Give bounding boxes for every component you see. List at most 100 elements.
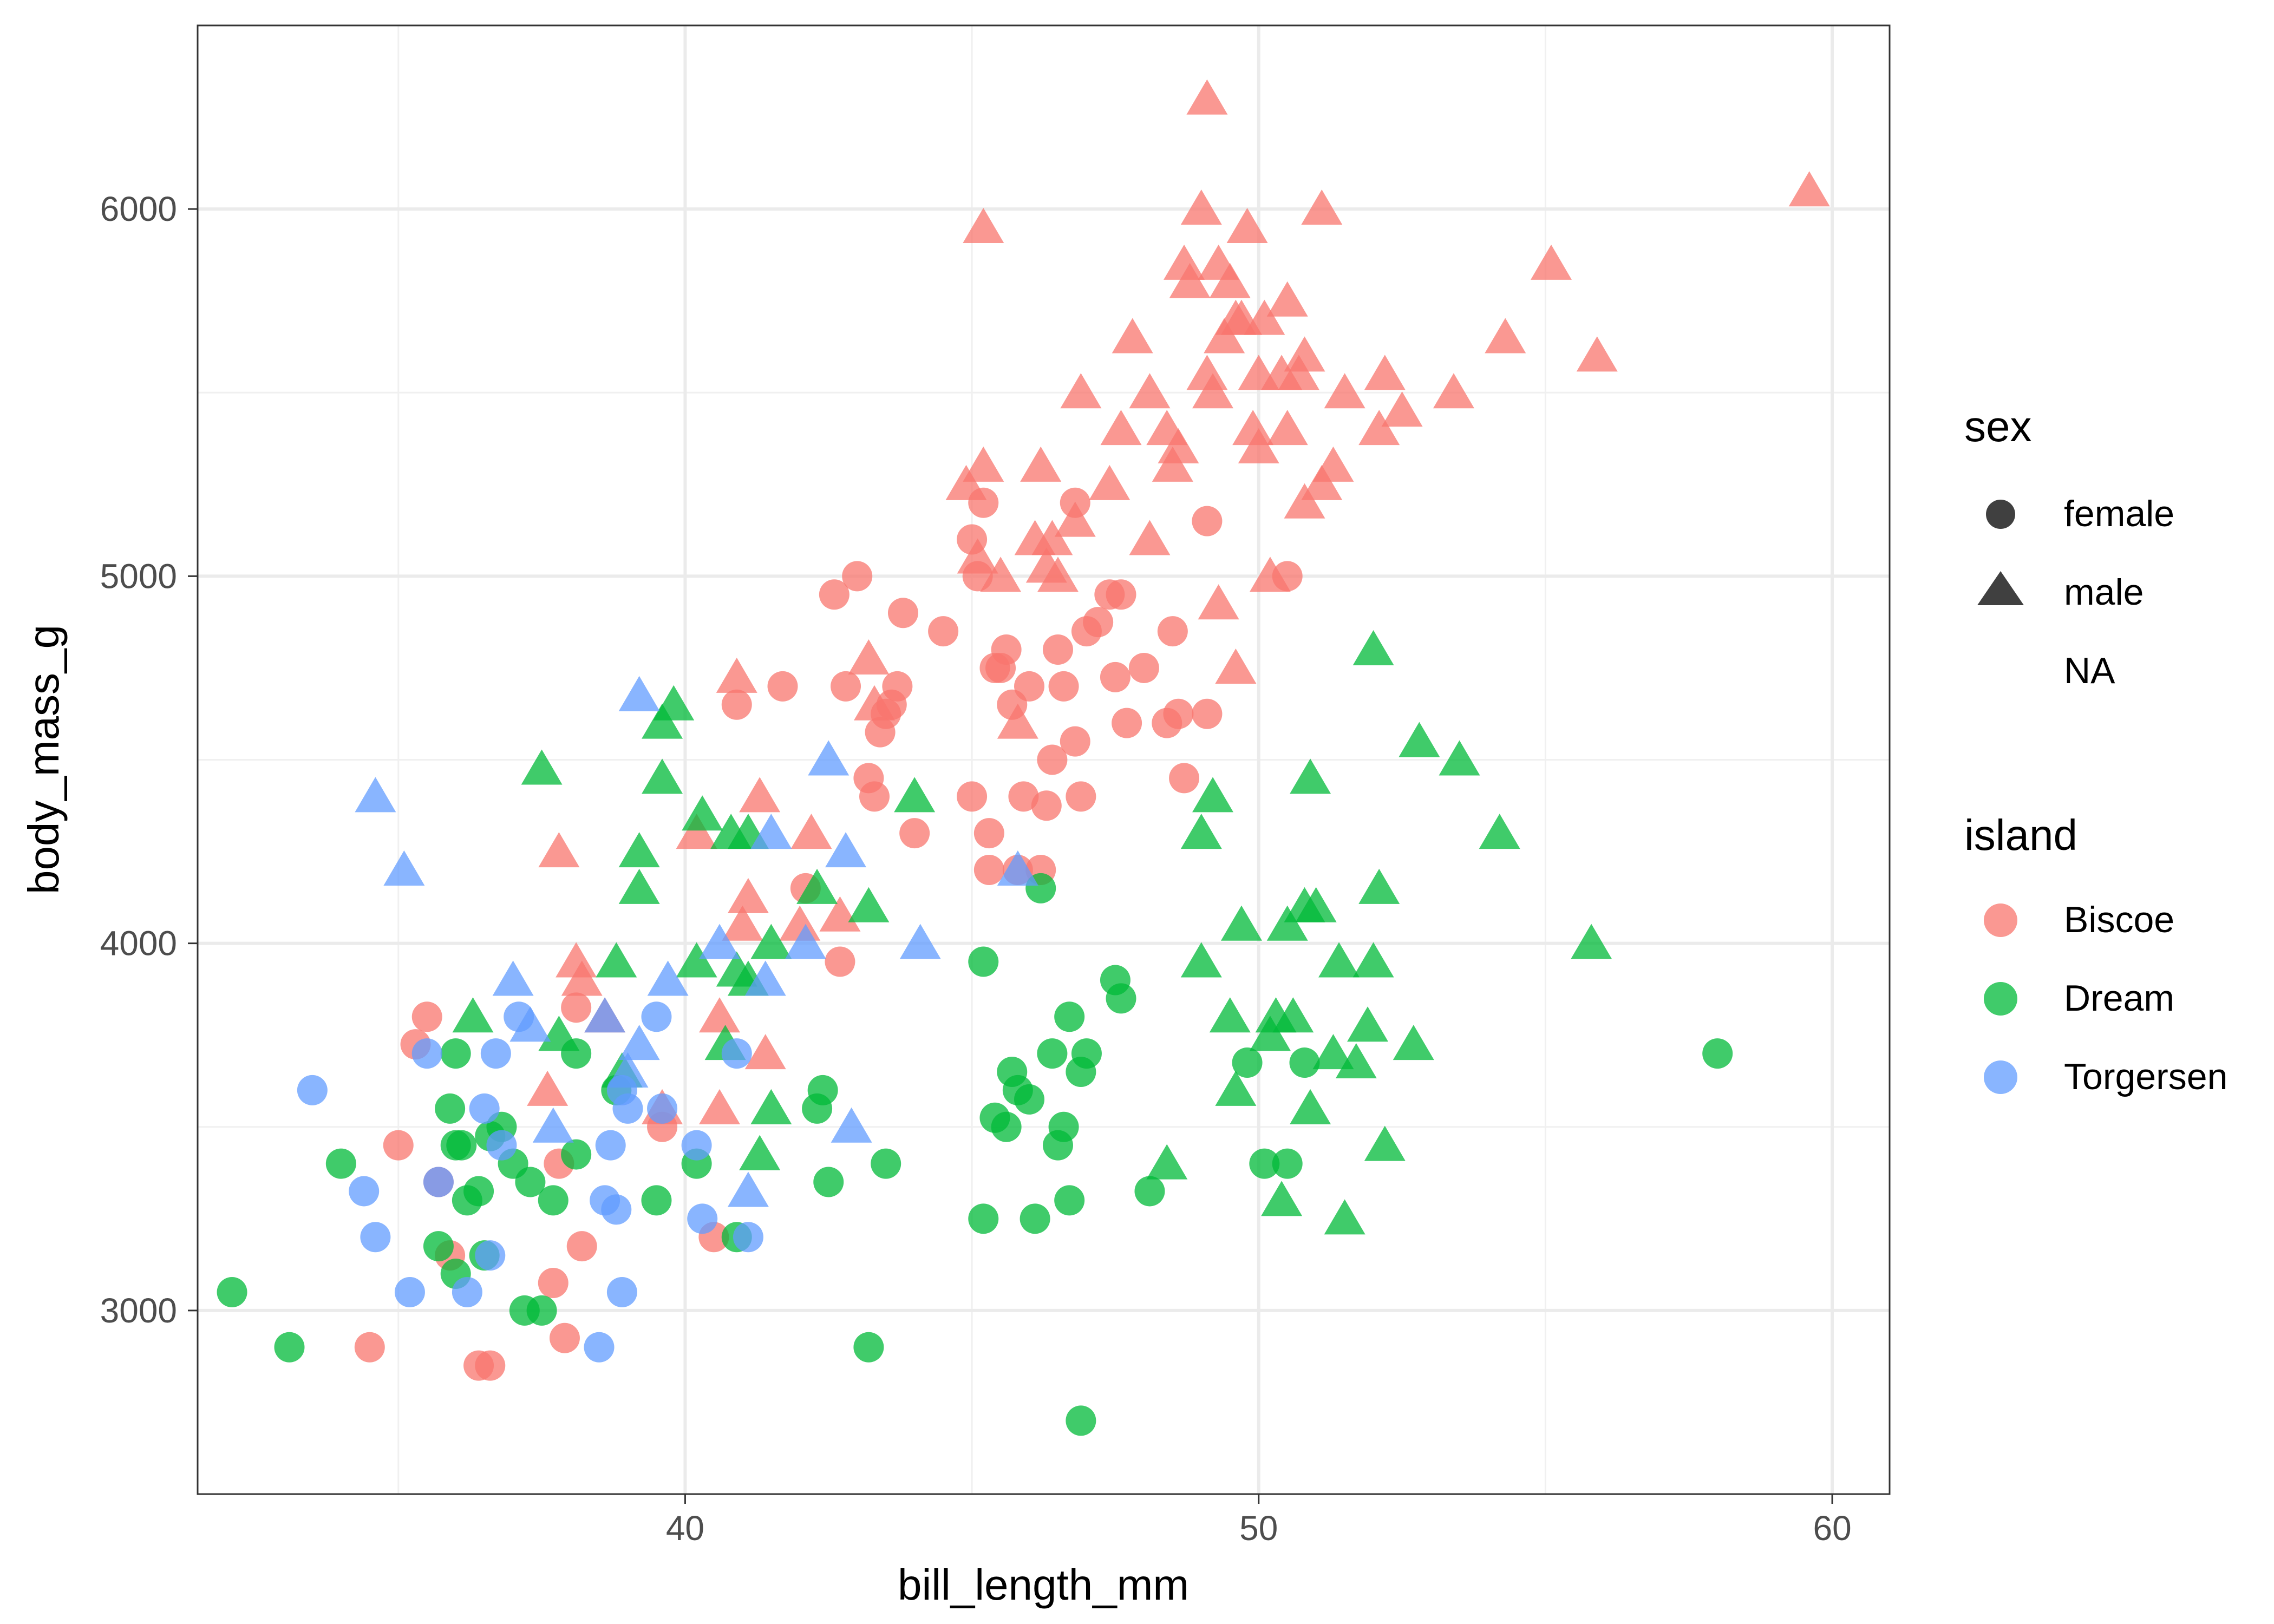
data-point-female-biscoe (957, 781, 988, 812)
legend-male-key (1977, 571, 2024, 605)
data-point-female-dream (1014, 1084, 1045, 1115)
data-point-male-dream (1220, 905, 1262, 941)
data-point-female-torgersen (360, 1222, 391, 1253)
data-point-male-biscoe (1220, 299, 1262, 335)
data-point-male-biscoe (1158, 428, 1199, 463)
data-point-female-dream (561, 1139, 592, 1170)
data-point-male-dream (1180, 814, 1222, 849)
data-point-male-dream (1266, 905, 1308, 941)
data-point-male-biscoe (1180, 189, 1222, 225)
data-point-male-dream (1347, 1006, 1389, 1042)
data-point-male-dream (1358, 868, 1400, 904)
data-point-male-biscoe (1433, 373, 1474, 409)
x-tick-label: 50 (1239, 1509, 1278, 1548)
data-point-male-dream (1352, 630, 1394, 666)
data-point-female-biscoe (928, 616, 959, 647)
data-point-male-biscoe (963, 446, 1004, 482)
data-point-male-biscoe (527, 1070, 568, 1106)
data-point-female-torgersen (606, 1276, 637, 1307)
data-point-female-biscoe (566, 1231, 597, 1262)
data-point-male-torgersen (785, 924, 826, 959)
data-point-female-dream (1066, 1405, 1096, 1436)
data-point-male-dream (596, 942, 637, 978)
data-point-male-dream (1399, 722, 1440, 757)
legend-island: island Biscoe Dream Torgersen (1964, 811, 2227, 1097)
data-point-male-biscoe (1788, 171, 1830, 207)
data-point-female-biscoe (1066, 781, 1096, 812)
data-point-male-biscoe (1037, 556, 1079, 592)
data-point-female-dream (1232, 1047, 1263, 1078)
data-point-female-dream (853, 1332, 884, 1363)
data-point-female-biscoe (1100, 662, 1131, 692)
data-point-female-dream (1272, 1148, 1303, 1179)
data-point-male-torgersen (698, 924, 740, 959)
data-point-male-biscoe (1100, 410, 1142, 446)
data-point-male-torgersen (727, 1171, 769, 1207)
x-tick-label: 60 (1813, 1509, 1851, 1548)
data-point-male-biscoe (945, 464, 987, 500)
data-point-male-biscoe (1312, 446, 1354, 482)
data-point-female-torgersen (423, 1167, 454, 1197)
data-point-female-biscoe (1042, 634, 1073, 665)
data-point-female-biscoe (1112, 708, 1142, 738)
legend-na-label: NA (2064, 650, 2115, 691)
data-point-male-biscoe (1284, 336, 1325, 372)
data-point-male-biscoe (1576, 336, 1618, 372)
plot-panel-border (197, 24, 1891, 1495)
data-point-male-dream (1352, 942, 1394, 978)
data-point-male-biscoe (722, 905, 763, 941)
data-point-female-dream (991, 1111, 1022, 1142)
y-axis-title: body_mass_g (19, 625, 68, 894)
data-point-female-dream (1048, 1111, 1079, 1142)
data-point-male-dream (716, 951, 757, 987)
data-point-male-biscoe (1129, 373, 1171, 409)
data-point-male-torgersen (750, 814, 792, 849)
data-point-male-biscoe (744, 1034, 786, 1070)
data-point-male-dream (452, 997, 494, 1033)
y-tick-label: 5000 (100, 556, 177, 595)
legend-biscoe-label: Biscoe (2064, 899, 2174, 940)
data-point-female-dream (463, 1176, 494, 1207)
data-point-female-biscoe (1094, 579, 1125, 610)
data-point-male-biscoe (538, 832, 580, 868)
data-point-male-biscoe (1301, 464, 1343, 500)
data-point-female-biscoe (1192, 698, 1223, 729)
data-point-male-dream (1335, 1043, 1377, 1079)
data-point-male-dream (1479, 814, 1520, 849)
data-point-female-biscoe (991, 634, 1022, 665)
data-point-male-torgersen (618, 676, 660, 711)
data-point-female-biscoe (842, 561, 873, 592)
data-point-male-torgersen (808, 740, 850, 776)
data-point-female-torgersen (721, 1038, 752, 1069)
data-point-male-torgersen (383, 850, 425, 886)
data-point-male-biscoe (676, 814, 717, 849)
y-tick-label: 4000 (100, 924, 177, 963)
data-point-male-biscoe (997, 703, 1038, 739)
data-point-female-torgersen (297, 1075, 328, 1105)
data-point-male-dream (1364, 1125, 1406, 1161)
data-point-male-biscoe (1152, 446, 1193, 482)
data-point-male-torgersen (647, 960, 689, 996)
data-point-male-dream (739, 1135, 781, 1170)
data-point-male-biscoe (1020, 446, 1062, 482)
data-point-female-biscoe (859, 781, 890, 812)
data-point-female-biscoe (1192, 506, 1223, 536)
data-point-male-dream (1192, 777, 1233, 813)
data-point-female-dream (1054, 1001, 1085, 1032)
data-point-female-torgersen (486, 1130, 517, 1161)
data-point-male-biscoe (1226, 208, 1268, 244)
data-point-female-biscoe (1060, 726, 1090, 757)
data-point-female-biscoe (767, 671, 798, 702)
data-point-male-dream (1146, 1144, 1188, 1180)
data-point-male-biscoe (1204, 318, 1245, 353)
data-point-male-torgersen (825, 832, 867, 868)
data-point-male-dream (618, 868, 660, 904)
data-point-male-biscoe (1060, 373, 1102, 409)
legend-sex: sex female male NA (1964, 402, 2174, 691)
legend-torgersen-key (1984, 1060, 2017, 1094)
data-point-male-biscoe (739, 777, 781, 813)
data-point-female-dream (641, 1185, 672, 1216)
legend-dream-key (1984, 982, 2017, 1016)
data-point-female-dream (440, 1038, 471, 1069)
data-point-male-torgersen (509, 1006, 551, 1042)
